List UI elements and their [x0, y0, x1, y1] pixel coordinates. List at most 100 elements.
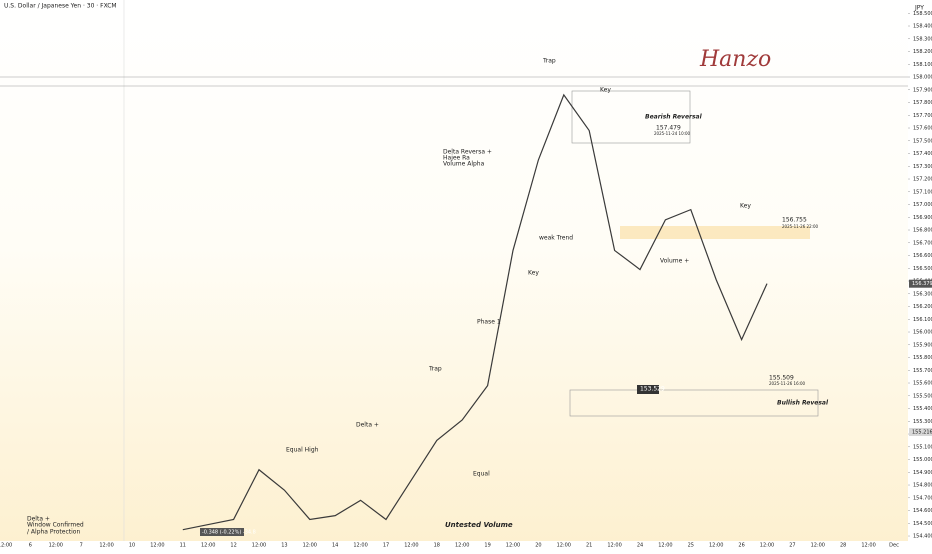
y-tick-label: 157.700 — [913, 113, 932, 119]
x-tick-label: 12:00 — [201, 543, 215, 549]
x-tick-label: 12:00 — [557, 543, 571, 549]
y-tick-label: 155.300 — [913, 419, 932, 425]
y-tick-label: 158.200 — [913, 49, 932, 55]
annotation: Delta + — [27, 516, 50, 523]
x-tick-label: 12:00 — [709, 543, 723, 549]
annotation: Hanzo — [699, 47, 771, 72]
annotation: Equal High — [286, 447, 319, 454]
y-tick-label: 156.900 — [913, 215, 932, 221]
annotation: Bullish Revesal — [777, 400, 829, 407]
y-tick-label: 158.500 — [913, 11, 932, 17]
x-tick-label: 26 — [738, 543, 744, 549]
label-box — [200, 528, 244, 536]
annotation: Bearish Reversal — [645, 114, 703, 121]
x-tick-label: 27 — [789, 543, 795, 549]
y-tick-label: 157.000 — [913, 202, 932, 208]
x-tick-label: 7 — [80, 543, 83, 549]
y-tick-label: 154.500 — [913, 521, 932, 527]
x-tick-label: 11 — [180, 543, 186, 549]
y-tick-label: 156.700 — [913, 240, 932, 246]
annotation: Key — [740, 203, 751, 210]
x-tick-label: 12 — [230, 543, 236, 549]
annotation: -0.348 (-0.22%) -34.8 — [202, 530, 256, 536]
x-tick-label: 12:00 — [506, 543, 520, 549]
label-box — [637, 385, 659, 394]
annotation: 2025-11-24 10:00 — [654, 131, 691, 136]
annotation: 153.529 — [640, 386, 665, 393]
y-tick-label: 158.000 — [913, 75, 932, 81]
y-tick-label: 154.400 — [913, 534, 932, 540]
annotation: Window Confirmed — [27, 522, 84, 529]
x-tick-label: 12:00 — [0, 543, 12, 549]
annotation: Delta Reversa + — [443, 149, 492, 156]
price-tag — [909, 279, 932, 288]
y-tick-label: 158.300 — [913, 36, 932, 42]
y-tick-label: 156.200 — [913, 304, 932, 310]
annotation: Key — [528, 270, 539, 277]
x-tick-label: 12:00 — [760, 543, 774, 549]
x-tick-label: 19 — [484, 543, 490, 549]
zone — [569, 389, 819, 417]
annotation: 155.509 — [769, 375, 794, 382]
x-tick-label: 10 — [129, 543, 135, 549]
x-tick-label: 12:00 — [658, 543, 672, 549]
y-tick-label: 156.100 — [913, 317, 932, 323]
x-tick-label: 12:00 — [607, 543, 621, 549]
x-tick-label: 28 — [840, 543, 846, 549]
x-tick-label: 12:00 — [455, 543, 469, 549]
zone — [571, 90, 691, 144]
x-tick-label: 12:00 — [861, 543, 875, 549]
y-tick-label: 157.200 — [913, 177, 932, 183]
y-tick-label: 157.100 — [913, 189, 932, 195]
x-tick-label: 12:00 — [404, 543, 418, 549]
annotation: Volume + — [660, 258, 689, 265]
y-tick-label: 154.900 — [913, 470, 932, 476]
annotation: 2025-11-26 22:00 — [782, 224, 819, 229]
x-tick-label: Dec — [889, 543, 899, 549]
chart-title: U.S. Dollar / Japanese Yen · 30 · FXCM — [4, 3, 117, 10]
y-tick-label: 155.900 — [913, 342, 932, 348]
y-tick-label: 156.800 — [913, 228, 932, 234]
y-tick-label: 155.800 — [913, 355, 932, 361]
price-tag — [909, 427, 932, 436]
y-tick-label: 154.700 — [913, 495, 932, 501]
price-tag-label: 155.216 — [912, 429, 932, 435]
x-tick-label: 13 — [281, 543, 287, 549]
x-tick-label: 21 — [586, 543, 592, 549]
annotation: 2025-11-26 16:00 — [769, 381, 806, 386]
annotation: Phase 1 — [477, 319, 501, 326]
x-tick-label: 12:00 — [150, 543, 164, 549]
x-tick-label: 12:00 — [353, 543, 367, 549]
annotation: / Alpha Protection — [27, 529, 80, 536]
currency: JPY — [914, 5, 924, 12]
y-tick-label: 156.300 — [913, 291, 932, 297]
x-tick-label: 25 — [688, 543, 694, 549]
annotation: Untested Volume — [445, 521, 513, 529]
annotation: 157.479 — [656, 125, 681, 132]
price-tag-label: 156.379 — [912, 281, 932, 287]
y-tick-label: 156.600 — [913, 253, 932, 259]
y-tick-label: 157.900 — [913, 87, 932, 93]
price-line — [182, 93, 768, 531]
annotation: Volume Alpha — [443, 161, 485, 168]
x-tick-label: 12:00 — [811, 543, 825, 549]
annotation: Equal — [473, 471, 490, 478]
zone — [620, 226, 810, 239]
x-tick-label: 14 — [332, 543, 338, 549]
x-tick-label: 24 — [637, 543, 643, 549]
x-tick-label: 20 — [535, 543, 541, 549]
x-tick-label: 17 — [383, 543, 389, 549]
y-tick-label: 157.500 — [913, 138, 932, 144]
y-tick-label: 158.400 — [913, 24, 932, 30]
y-tick-label: 154.600 — [913, 508, 932, 514]
y-tick-label: 156.000 — [913, 330, 932, 336]
time-axis — [0, 541, 932, 550]
y-tick-label: 157.800 — [913, 100, 932, 106]
y-tick-label: 155.000 — [913, 457, 932, 463]
x-tick-label: 12:00 — [303, 543, 317, 549]
y-tick-label: 155.400 — [913, 406, 932, 412]
y-tick-label: 157.300 — [913, 164, 932, 170]
annotation: 156.755 — [782, 217, 807, 224]
